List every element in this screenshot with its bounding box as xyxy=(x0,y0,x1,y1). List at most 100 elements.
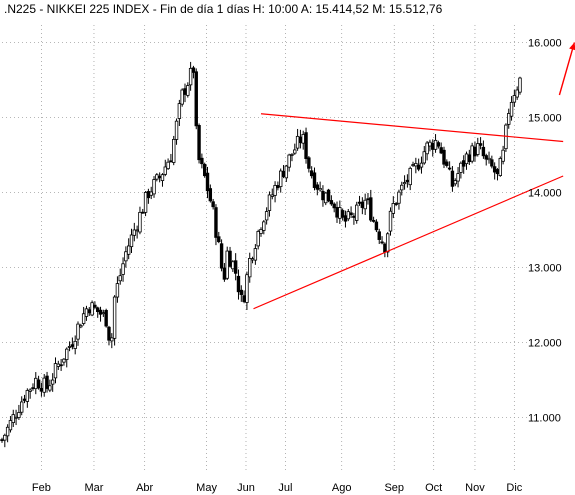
candle-body-up xyxy=(124,251,128,262)
candle-body-up xyxy=(110,337,114,342)
candle xyxy=(442,146,446,169)
candle xyxy=(394,201,398,207)
candle-body-down xyxy=(98,309,103,315)
candle-body-up xyxy=(81,313,86,324)
candle xyxy=(143,191,148,217)
candle-body-up xyxy=(498,158,502,176)
candle-body-up xyxy=(62,358,66,363)
axis-labels-layer: 11.000 12.000 13.000 14.000 15.000 16.000 Feb M… xyxy=(32,38,562,495)
candle xyxy=(174,118,179,145)
candle-body-down xyxy=(211,201,215,208)
candle xyxy=(155,173,159,182)
candle xyxy=(93,301,97,310)
candle-body-up xyxy=(428,141,432,147)
candle xyxy=(267,191,272,217)
candle-body-up xyxy=(425,142,429,155)
candle-body-up xyxy=(279,170,283,187)
candle-body-up xyxy=(135,229,139,232)
candle xyxy=(70,337,75,350)
candle xyxy=(388,207,393,236)
candle xyxy=(315,182,320,196)
candle xyxy=(169,153,173,163)
candle xyxy=(107,325,111,346)
candle xyxy=(163,159,167,177)
candle xyxy=(332,202,336,213)
candle xyxy=(366,192,370,205)
candle-body-down xyxy=(416,164,421,170)
candle xyxy=(495,168,500,181)
candle-body-down xyxy=(141,211,145,214)
candle-body-down xyxy=(214,207,218,238)
candle xyxy=(445,159,449,168)
candle-body-down xyxy=(242,295,246,303)
candle-body-up xyxy=(262,221,266,231)
candle xyxy=(126,238,131,260)
candle-body-up xyxy=(42,377,46,393)
candle-body-down xyxy=(467,154,472,162)
x-tick-label: Feb xyxy=(32,482,51,494)
candle xyxy=(340,208,345,221)
candle xyxy=(312,167,317,191)
candle xyxy=(360,197,365,215)
candle xyxy=(67,341,72,352)
candle-body-up xyxy=(126,245,131,255)
x-tick-label: Jul xyxy=(278,482,292,494)
candle-body-down xyxy=(380,241,384,244)
x-tick-label: Oct xyxy=(425,482,442,494)
candle-body-down xyxy=(96,307,100,313)
candle xyxy=(231,260,235,272)
candle xyxy=(157,172,162,183)
candle xyxy=(279,168,283,193)
candle-body-down xyxy=(445,161,449,166)
x-tick-label: Nov xyxy=(465,482,485,494)
candle xyxy=(504,123,508,152)
candle xyxy=(191,65,196,79)
candle xyxy=(197,123,201,164)
candle xyxy=(484,153,488,166)
candles-layer xyxy=(0,61,522,448)
candle-body-down xyxy=(205,172,210,192)
candle xyxy=(11,409,15,427)
candle xyxy=(39,382,44,397)
candle-body-up xyxy=(172,138,176,163)
candle xyxy=(110,333,114,349)
candle-body-up xyxy=(414,163,418,167)
candle xyxy=(34,372,38,395)
candle-body-up xyxy=(67,346,72,348)
candle xyxy=(419,156,424,174)
candle xyxy=(31,383,35,391)
candle-body-up xyxy=(518,77,522,93)
candle-body-down xyxy=(191,67,196,73)
x-tick-label: May xyxy=(196,482,217,494)
candle-body-down xyxy=(36,379,41,389)
candle-body-down xyxy=(352,215,356,218)
candle-body-down xyxy=(298,136,303,144)
candle-body-up xyxy=(515,89,519,98)
candle-body-down xyxy=(481,146,486,157)
candle-body-down xyxy=(431,142,435,150)
candle xyxy=(177,99,182,126)
candle xyxy=(172,135,176,166)
candle-body-down xyxy=(107,326,111,341)
candle xyxy=(352,212,356,225)
candle xyxy=(408,166,412,191)
candle xyxy=(515,86,519,100)
candle-body-up xyxy=(408,167,412,186)
y-tick-label: 13.000 xyxy=(528,263,562,275)
candle-body-down xyxy=(492,166,497,173)
candle xyxy=(194,68,198,130)
candle xyxy=(397,189,401,210)
candle-body-up xyxy=(28,389,32,392)
candle-body-up xyxy=(188,67,193,86)
arrow-head xyxy=(569,42,575,51)
candle xyxy=(214,204,218,246)
candle-body-up xyxy=(149,191,153,196)
candle-body-down xyxy=(357,201,362,204)
candle xyxy=(343,210,348,228)
candle-body-down xyxy=(442,149,446,165)
candle xyxy=(470,142,474,164)
chart-header: .N225 - NIKKEI 225 INDEX - Fin de día 1 … xyxy=(4,2,443,16)
candle-body-down xyxy=(39,388,44,392)
candle xyxy=(208,184,213,203)
candle-body-up xyxy=(50,379,55,385)
